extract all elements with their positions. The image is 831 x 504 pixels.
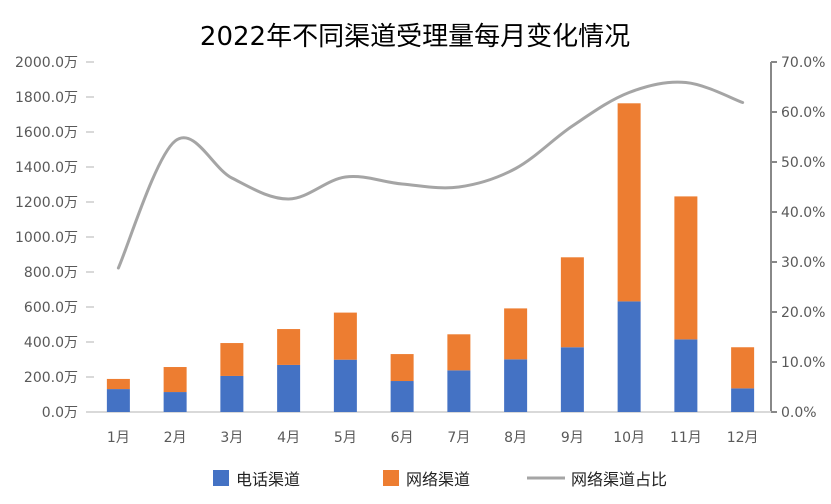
bar-web — [731, 347, 755, 389]
chart-title: 2022年不同渠道受理量每月变化情况 — [200, 22, 630, 52]
bar-web — [504, 308, 528, 360]
legend-label-web: 网络渠道 — [406, 470, 470, 489]
bar-phone — [560, 347, 584, 412]
left-tick-label: 400.0万 — [24, 335, 78, 351]
bar-web — [106, 378, 130, 390]
left-tick-label: 1000.0万 — [15, 230, 78, 246]
axes: 0.0万 200.0万 400.0万 600.0万 800.0万 1000.0万 1200.… — [15, 55, 825, 421]
bar-phone — [674, 339, 698, 412]
bar-phone — [390, 381, 414, 412]
left-tick-label: 600.0万 — [24, 300, 78, 316]
x-tick-label: 2月 — [164, 430, 187, 446]
x-tick-label: 6月 — [391, 430, 414, 446]
bar-phone — [617, 301, 641, 412]
bar-web — [390, 354, 414, 382]
x-axis-labels: 1月 2月 3月 4月 5月 6月 7月 8月 9月 10月 11月 12月 — [107, 430, 759, 446]
right-tick-label: 0.0% — [781, 405, 817, 421]
ratio-line — [116, 80, 745, 270]
legend: 电话渠道 网络渠道 网络渠道占比 — [213, 470, 667, 489]
left-tick-label: 1800.0万 — [15, 90, 78, 106]
x-tick-label: 3月 — [220, 430, 243, 446]
right-tick-label: 20.0% — [781, 305, 825, 321]
x-tick-label: 8月 — [504, 430, 527, 446]
bar-web — [674, 196, 698, 340]
bar-web — [220, 343, 244, 376]
legend-label-phone: 电话渠道 — [236, 470, 300, 489]
bar-phone — [277, 364, 301, 412]
bar-phone — [504, 359, 528, 412]
bar-web — [333, 312, 357, 360]
bar-phone — [447, 370, 471, 412]
bar-web — [447, 334, 471, 371]
bar-phone — [106, 389, 130, 412]
legend-swatch-phone — [213, 470, 229, 486]
bar-phone — [333, 359, 357, 412]
x-tick-label: 7月 — [447, 430, 470, 446]
left-tick-label: 1200.0万 — [15, 195, 78, 211]
x-tick-label: 4月 — [277, 430, 300, 446]
right-tick-label: 60.0% — [781, 105, 825, 121]
left-tick-label: 200.0万 — [24, 370, 78, 386]
bar-web — [560, 257, 584, 348]
bar-phone — [163, 392, 187, 412]
right-tick-label: 70.0% — [781, 55, 825, 71]
left-tick-label: 800.0万 — [24, 265, 78, 281]
x-tick-label: 10月 — [613, 430, 645, 446]
left-tick-label: 0.0万 — [42, 405, 78, 421]
x-tick-label: 11月 — [670, 430, 702, 446]
bar-web — [617, 103, 641, 302]
legend-swatch-web — [383, 470, 399, 486]
left-tick-label: 1400.0万 — [15, 160, 78, 176]
bar-phone — [220, 375, 244, 412]
line-series — [116, 80, 745, 270]
right-tick-label: 50.0% — [781, 155, 825, 171]
left-tick-label: 2000.0万 — [15, 55, 78, 71]
legend-label-ratio: 网络渠道占比 — [571, 470, 667, 489]
left-tick-label: 1600.0万 — [15, 125, 78, 141]
x-tick-label: 5月 — [334, 430, 357, 446]
bars — [106, 103, 755, 412]
bar-phone — [731, 388, 755, 412]
x-tick-label: 9月 — [561, 430, 584, 446]
x-tick-label: 1月 — [107, 430, 130, 446]
x-tick-label: 12月 — [727, 430, 759, 446]
right-tick-label: 40.0% — [781, 205, 825, 221]
right-tick-label: 30.0% — [781, 255, 825, 271]
right-tick-label: 10.0% — [781, 355, 825, 371]
bar-web — [277, 329, 301, 365]
bar-web — [163, 367, 187, 393]
